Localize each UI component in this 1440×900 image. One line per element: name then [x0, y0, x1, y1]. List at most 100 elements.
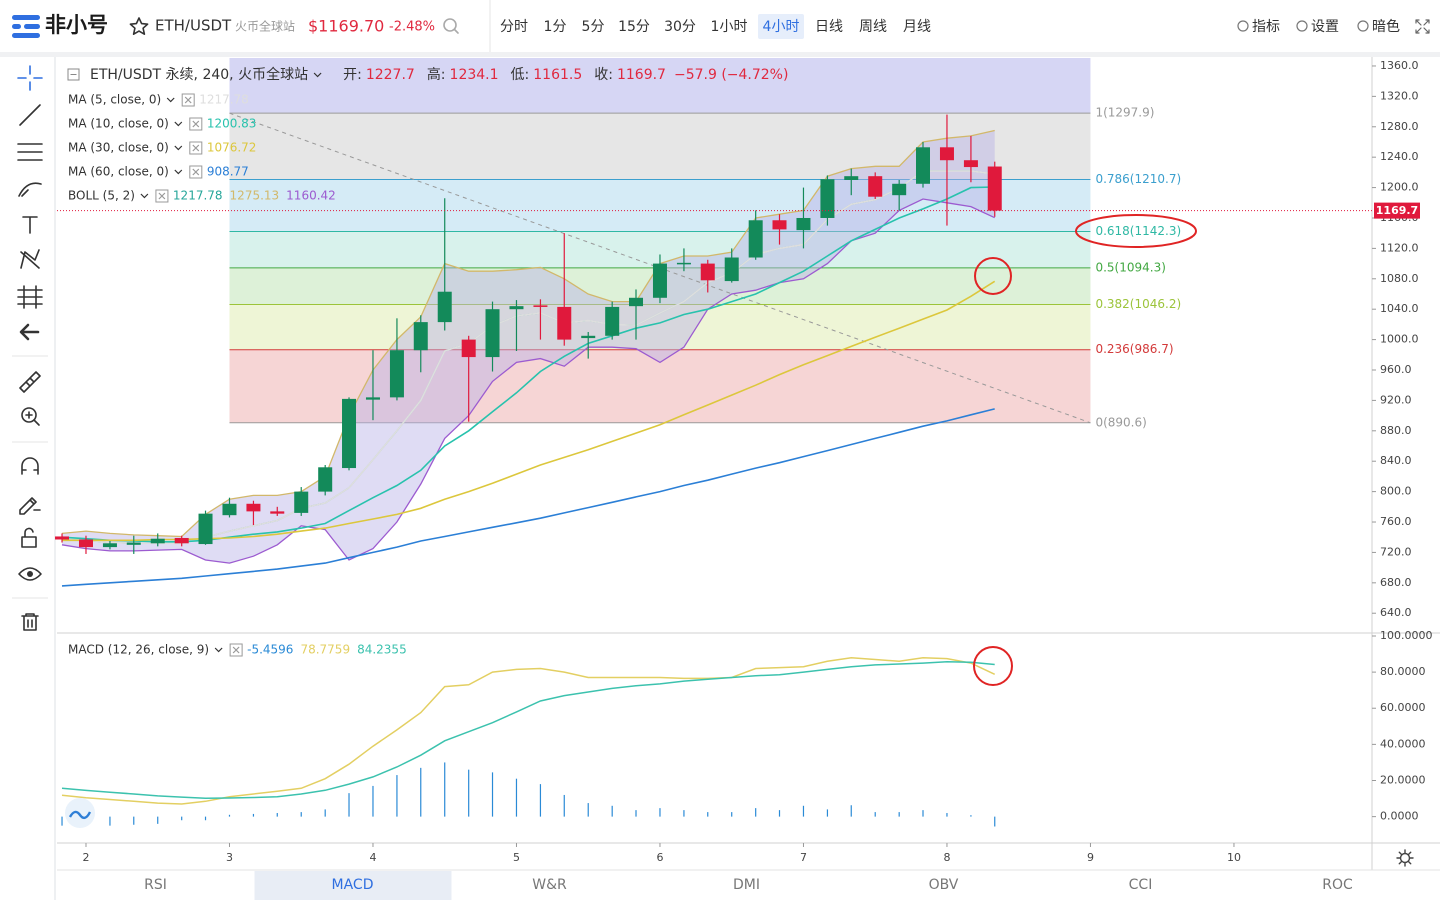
timeframe[interactable]: 30分: [664, 19, 696, 35]
unlock-tool[interactable]: [21, 527, 37, 548]
text-tool[interactable]: [22, 216, 38, 234]
fib-level-label: 1(1297.9): [1095, 106, 1154, 120]
close-x[interactable]: [192, 120, 200, 128]
close-x[interactable]: [184, 96, 192, 104]
candle-body: [700, 263, 715, 281]
timeframes: 分时 1分 5分 15分 30分 1小时 4小时 日线 周线 月线: [500, 14, 931, 39]
close-box[interactable]: [189, 141, 203, 155]
line-tool[interactable]: [19, 104, 41, 126]
channel-tool[interactable]: [17, 143, 43, 161]
fib-top-zone: [229, 58, 1091, 114]
fullscreen-icon[interactable]: [1415, 19, 1430, 34]
header-divider: [0, 52, 1440, 57]
annotation-circle: [1075, 214, 1197, 248]
indicator-tab[interactable]: RSI: [144, 877, 167, 893]
indicator-tabs: RSI MACD W&R DMI OBV CCI ROC: [144, 871, 1353, 900]
timeframe[interactable]: 1分: [544, 19, 567, 35]
settings-gear[interactable]: [1396, 849, 1414, 867]
candle-body: [461, 339, 476, 358]
indicator-tab[interactable]: MACD: [332, 877, 374, 893]
close-box[interactable]: [155, 189, 169, 203]
candle-body: [150, 538, 165, 544]
indicator-tab[interactable]: OBV: [929, 877, 959, 893]
dropdown-chevron[interactable]: [174, 169, 183, 175]
draw-lock-tool[interactable]: [19, 497, 41, 515]
ohlc-label: 开:: [343, 67, 362, 83]
fib-tool[interactable]: [17, 285, 43, 309]
crosshair-tool[interactable]: [17, 65, 43, 91]
delete-tool[interactable]: [21, 613, 39, 631]
close-x[interactable]: [192, 144, 200, 152]
close-box[interactable]: [189, 165, 203, 179]
y-tick-label: 880.0: [1380, 424, 1412, 437]
close-box[interactable]: [181, 93, 195, 107]
indicator-value: 78.7759: [300, 643, 350, 657]
close-box[interactable]: [229, 643, 243, 657]
close-box[interactable]: [189, 117, 203, 131]
dropdown-chevron[interactable]: [214, 647, 223, 653]
timeframe[interactable]: 1小时: [711, 19, 748, 35]
timeframe[interactable]: 5分: [582, 19, 605, 35]
magnet-tool[interactable]: [21, 457, 39, 475]
ohlc-value: 1169.7: [617, 67, 666, 83]
timeframe[interactable]: 15分: [618, 19, 650, 35]
toolbar-button[interactable]: 指标: [1252, 19, 1280, 35]
timeframe[interactable]: 4小时: [763, 19, 800, 35]
ohlc-change: −57.9 (−4.72%): [674, 67, 788, 83]
toolbar-button[interactable]: 设置: [1311, 19, 1339, 35]
dropdown-chevron[interactable]: [174, 121, 183, 127]
indicator-tab[interactable]: W&R: [532, 877, 567, 893]
ohlc-label: 收:: [594, 67, 613, 83]
close-x[interactable]: [192, 168, 200, 176]
candle-body: [222, 503, 237, 516]
x-tick-label: 2: [82, 851, 89, 864]
dropdown-chevron[interactable]: [174, 145, 183, 151]
y-tick-label: 1000.0: [1380, 333, 1419, 346]
candle-body: [533, 305, 548, 307]
back-tool[interactable]: [19, 323, 40, 341]
toolbar-border: [54, 57, 56, 900]
candle-body: [485, 309, 500, 358]
y-tick-label: 680.0: [1380, 576, 1412, 589]
timeframe[interactable]: 日线: [815, 19, 843, 35]
indicator-tab[interactable]: ROC: [1322, 877, 1353, 893]
ruler-tool[interactable]: [19, 371, 41, 393]
candle-body: [868, 176, 883, 197]
annotation-circle: [973, 646, 1013, 686]
candle-body: [676, 262, 691, 265]
candle-body: [342, 398, 357, 469]
indicator-value: 1160.42: [286, 189, 336, 203]
timeframe-active-bg: [758, 14, 804, 39]
visibility-tool[interactable]: [18, 567, 42, 581]
y-tick-label: 840.0: [1380, 454, 1412, 467]
candle-body: [246, 503, 261, 512]
indicator-value: 1217.78: [173, 189, 223, 203]
brush-tool[interactable]: [18, 182, 42, 197]
legend-title: ETH/USDT 永续, 240, 火币全球站: [90, 66, 308, 83]
zoom-tool[interactable]: [21, 407, 40, 426]
toolbar-button[interactable]: 暗色: [1372, 18, 1400, 35]
ohlc-value: 1227.7: [366, 67, 415, 83]
timeframe[interactable]: 分时: [500, 19, 528, 35]
close-x[interactable]: [158, 192, 166, 200]
timeframe[interactable]: 周线: [859, 19, 887, 35]
candle-body: [557, 306, 572, 340]
dropdown-chevron[interactable]: [313, 72, 322, 78]
fib-level-label: 0(890.6): [1095, 415, 1146, 429]
x-tick-label: 3: [226, 851, 233, 864]
macd-macd-line: [61, 661, 995, 799]
dropdown-chevron[interactable]: [166, 97, 175, 103]
symbol[interactable]: ETH/USDT: [155, 17, 232, 35]
indicator-tab[interactable]: CCI: [1129, 877, 1153, 893]
search-icon[interactable]: [443, 18, 459, 34]
boll-lower: [61, 198, 995, 564]
dropdown-chevron[interactable]: [140, 193, 149, 199]
favorite-star[interactable]: [129, 17, 149, 35]
close-x[interactable]: [232, 646, 240, 654]
y-tick-label: 1360.0: [1380, 59, 1419, 72]
indicator-tab[interactable]: DMI: [733, 877, 760, 893]
timeframe[interactable]: 月线: [903, 19, 931, 35]
indicator-value: -5.4596: [247, 643, 293, 657]
y-tick-label: 640.0: [1380, 606, 1412, 619]
pattern-tool[interactable]: [20, 249, 40, 269]
